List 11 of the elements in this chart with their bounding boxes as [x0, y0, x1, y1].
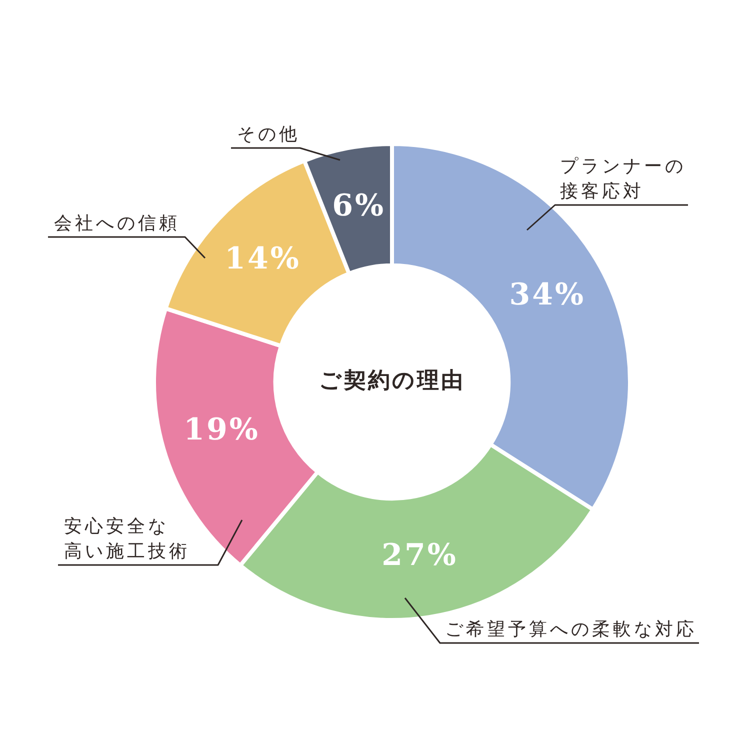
text: ご契約の理由: [319, 368, 465, 394]
slice-label: プランナーの接客応対: [560, 156, 686, 202]
data-label: 6%: [332, 188, 386, 224]
data-label: 34%: [509, 277, 586, 312]
slice-label: 安心安全な高い施工技術: [64, 516, 190, 562]
data-label: 14%: [224, 241, 301, 276]
slice-label: ご希望予算への柔軟な対応: [445, 619, 697, 640]
data-label: 27%: [382, 538, 458, 573]
slice-label: その他: [237, 124, 300, 145]
slice-label: 会社への信頼: [54, 213, 180, 234]
data-label: 19%: [184, 412, 260, 448]
